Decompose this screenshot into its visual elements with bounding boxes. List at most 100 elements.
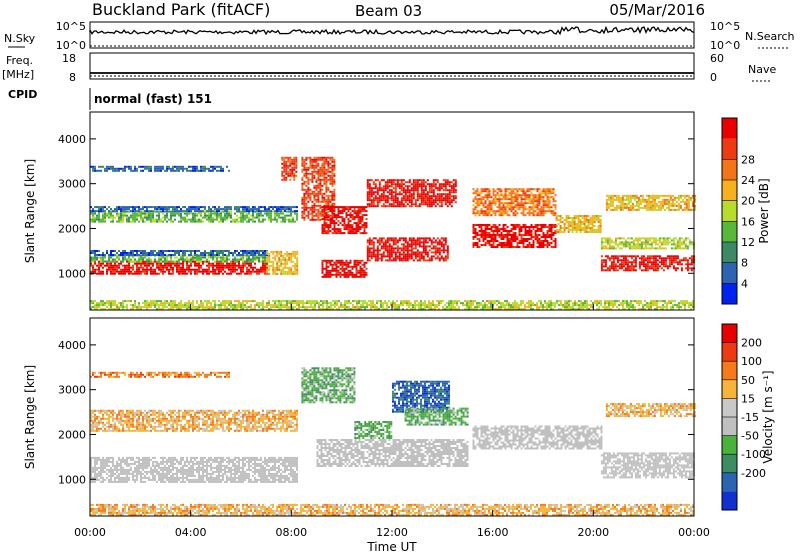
power-colorbar-label-4: 20 (741, 195, 755, 208)
velocity-colorbar-swatch-3 (722, 435, 737, 455)
power-colorbar-swatch-0 (722, 283, 737, 304)
xtick-label-0: 00:00 (74, 526, 106, 539)
xtick-label-5: 20:00 (577, 526, 609, 539)
nsearch-label: N.Search (745, 30, 795, 43)
power-colorbar-label-6: 28 (741, 153, 755, 166)
nsky-tick-bottom: 10^0 (56, 39, 86, 52)
freq-tick-bottom: 8 (69, 71, 76, 84)
velocity-band-2 (90, 371, 230, 378)
velocity-ylabel: Slant Range [km] (23, 365, 37, 469)
freq-unit-label: [MHz] (2, 68, 34, 81)
power-colorbar-label-1: 8 (741, 257, 748, 270)
power-band-14 (472, 188, 557, 217)
power-colorbar-swatch-8 (722, 118, 737, 139)
xtick-label-2: 08:00 (275, 526, 307, 539)
cpid-label: CPID (8, 88, 37, 101)
velocity-colorbar-label-3: 15 (741, 392, 755, 405)
velocity-panel: 1000 2000 3000 4000 00:00 04:00 08:00 12:00 16:… (23, 317, 775, 554)
velocity-colorbar-swatch-6 (722, 379, 737, 399)
velocity-colorbar: 200 100 50 15 -15 -50 -100 -200 (721, 323, 766, 511)
freq-panel-frame (89, 52, 695, 80)
ytick-label-3000: 3000 (58, 178, 86, 191)
power-band-19 (90, 300, 694, 311)
station-title: Buckland Park (fitACF) (92, 0, 270, 19)
power-colorbar-swatch-3 (722, 221, 737, 242)
xtick-label-3: 12:00 (376, 526, 408, 539)
power-colorbar-swatch-4 (722, 200, 737, 222)
ytick-label-2000: 2000 (58, 222, 86, 235)
velocity-band-3 (301, 367, 356, 404)
power-band-6 (266, 250, 299, 275)
velocity-colorbar-label-0: 200 (741, 337, 762, 350)
velocity-band-11 (90, 503, 694, 516)
power-colorbar-swatch-7 (722, 138, 737, 160)
power-colorbar-label-2: 12 (741, 236, 755, 249)
velocity-colorbar-label-5: -50 (741, 430, 759, 443)
power-colorbar-swatch-6 (722, 159, 737, 180)
velocity-colorbar-swatch-1 (722, 472, 737, 492)
power-band-3 (90, 210, 298, 223)
nave-label: Nave (748, 63, 776, 76)
power-band-4 (90, 206, 298, 213)
velocity-colorbar-swatch-4 (722, 417, 737, 436)
xtick-label-1: 04:00 (175, 526, 207, 539)
velocity-colorbar-label-4: -15 (741, 411, 759, 424)
velocity-colorbar-label: Velocity [m s⁻¹] (761, 370, 775, 463)
power-band-16 (600, 255, 695, 272)
power-colorbar-frame (721, 117, 738, 305)
power-band-13 (472, 224, 557, 248)
nave-tick-top: 60 (710, 52, 724, 65)
nsky-label: N.Sky (4, 32, 36, 45)
velocity-band-4 (354, 421, 393, 439)
power-band-10 (321, 206, 368, 235)
velocity-colorbar-label-2: 50 (741, 374, 755, 387)
freq-tick-top: 18 (62, 52, 76, 65)
velocity-band-10 (605, 403, 696, 418)
velocity-band-7 (316, 439, 469, 467)
power-data-layer (90, 156, 696, 311)
ytick-label-2000: 2000 (58, 428, 86, 441)
cpid-value: normal (fast) 151 (94, 92, 212, 106)
velocity-band-8 (472, 425, 603, 450)
nsearch-tick-top: 10^5 (710, 20, 740, 33)
ytick-label-4000: 4000 (58, 133, 86, 146)
velocity-y-axis: 1000 2000 3000 4000 (58, 339, 694, 486)
power-colorbar-label-0: 4 (741, 277, 748, 290)
power-band-18 (605, 194, 696, 211)
power-band-17 (600, 237, 695, 250)
power-band-5 (90, 165, 230, 172)
power-colorbar: 4 8 12 16 20 24 28 (721, 117, 755, 305)
power-colorbar-label-3: 16 (741, 215, 755, 228)
power-band-0 (90, 260, 268, 275)
velocity-colorbar-swatch-0 (722, 491, 737, 510)
velocity-colorbar-swatch-5 (722, 398, 737, 417)
velocity-band-1 (90, 409, 298, 432)
ytick-label-1000: 1000 (58, 267, 86, 280)
power-band-12 (366, 179, 457, 208)
ytick-label-3000: 3000 (58, 384, 86, 397)
velocity-colorbar-swatch-7 (722, 361, 737, 380)
power-ylabel: Slant Range [km] (23, 159, 37, 263)
freq-label: Freq. (6, 54, 33, 67)
xtick-label-4: 16:00 (477, 526, 509, 539)
power-band-2 (90, 250, 268, 256)
noise-trace (89, 25, 695, 36)
power-panel: 1000 2000 3000 4000 Slant Range [km] 4 8 12 16… (23, 111, 771, 311)
power-colorbar-swatch-5 (722, 180, 737, 201)
nsearch-tick-bottom: 10^0 (710, 39, 740, 52)
power-band-9 (321, 259, 368, 278)
power-y-axis: 1000 2000 3000 4000 (58, 133, 694, 280)
noise-panel-frame (89, 21, 695, 49)
velocity-x-axis: 00:00 04:00 08:00 12:00 16:00 20:00 00:00 (74, 510, 710, 539)
velocity-data-layer (90, 367, 696, 516)
nsky-tick-top: 10^5 (56, 20, 86, 33)
velocity-colorbar-label-1: 100 (741, 355, 762, 368)
velocity-band-9 (600, 452, 695, 479)
power-x-ticks (89, 304, 695, 310)
velocity-colorbar-swatch-9 (722, 324, 737, 343)
ytick-label-1000: 1000 (58, 473, 86, 486)
date-title: 05/Mar/2016 (609, 1, 705, 19)
velocity-xlabel: Time UT (366, 540, 417, 554)
ytick-label-4000: 4000 (58, 339, 86, 352)
